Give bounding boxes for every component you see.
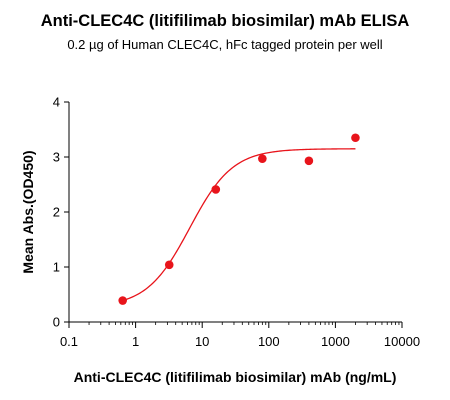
- data-point: [118, 296, 127, 305]
- axes: 0 1 2 3 4 0.1 1 10 100 1000 10000: [53, 95, 420, 350]
- data-point: [304, 156, 314, 166]
- fit-curve: [122, 148, 356, 302]
- y-axis-title: Mean Abs.(OD450): [20, 150, 36, 273]
- x-axis-title: Anti-CLEC4C (litifilimab biosimilar) mAb…: [74, 369, 397, 385]
- y-tick-label: 4: [53, 95, 60, 110]
- x-tick-label: 100: [258, 334, 280, 349]
- data-point: [211, 185, 221, 194]
- chart-title: Anti-CLEC4C (litifilimab biosimilar) mAb…: [40, 12, 410, 30]
- x-tick-label: 10: [195, 334, 209, 349]
- y-tick-label: 2: [53, 205, 60, 220]
- x-tick-label: 1000: [321, 334, 350, 349]
- y-tick-label: 1: [53, 260, 60, 275]
- x-tick-label: 0.1: [60, 334, 78, 349]
- x-tick-label: 1: [132, 334, 139, 349]
- data-point: [258, 154, 267, 163]
- y-tick-label: 0: [53, 315, 60, 330]
- data-point: [164, 260, 174, 270]
- data-points: [118, 133, 360, 305]
- chart-subtitle: 0.2 µg of Human CLEC4C, hFc tagged prote…: [67, 37, 383, 52]
- data-point: [351, 133, 360, 143]
- y-tick-label: 3: [53, 150, 60, 165]
- x-tick-label: 10000: [384, 334, 420, 349]
